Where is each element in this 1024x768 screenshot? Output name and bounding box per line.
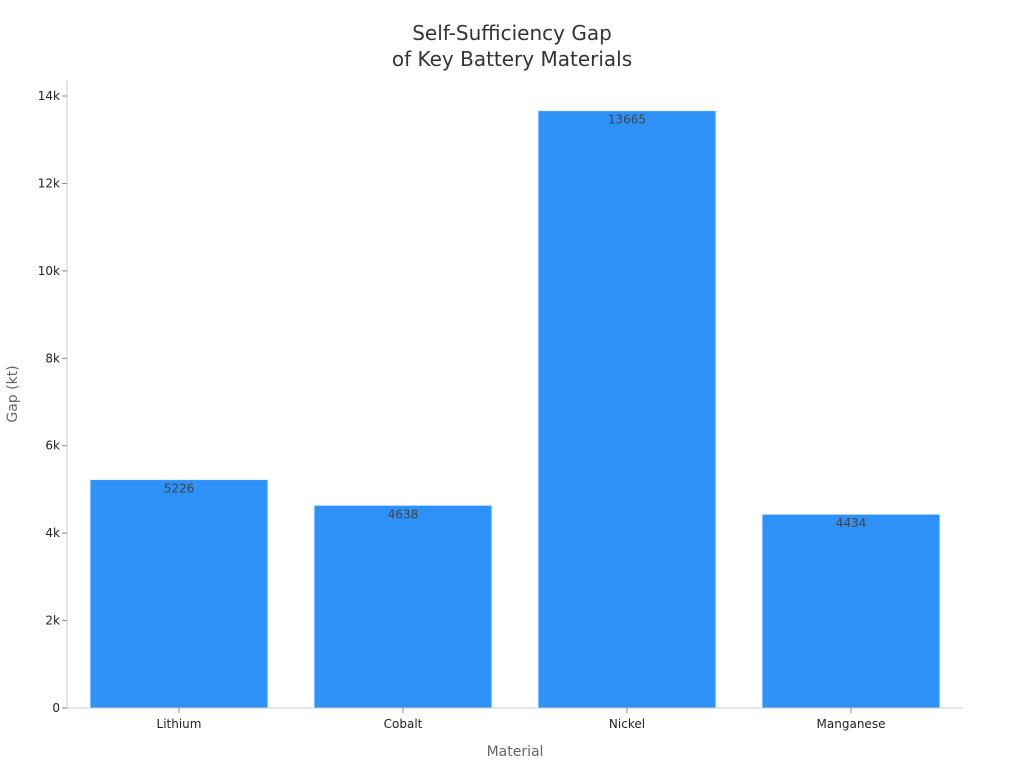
y-tick-label: 12k (38, 176, 60, 190)
y-tick-label: 2k (45, 614, 60, 628)
data-label-cobalt: 4638 (388, 507, 419, 521)
y-tick-label: 6k (45, 439, 60, 453)
bar-manganese (761, 513, 941, 709)
y-tick-label: 0 (52, 701, 60, 715)
bar-nickel (537, 110, 717, 709)
y-tick-label: 8k (45, 351, 60, 365)
x-tick-label: Cobalt (384, 717, 423, 731)
bar-lithium (89, 479, 269, 709)
chart-title-line-1: Self-Sufficiency Gap (412, 21, 612, 45)
data-label-manganese: 4434 (836, 516, 867, 530)
y-tick-label: 14k (38, 89, 60, 103)
x-axis-ticks: Lithium Cobalt Nickel Manganese (157, 708, 886, 731)
bar-cobalt (313, 504, 493, 709)
data-labels-group: 5226 4638 13665 4434 (164, 113, 867, 531)
y-axis-ticks: 0 2k 4k 6k 8k 10k 12k 14k (38, 89, 67, 715)
data-label-nickel: 13665 (608, 113, 646, 127)
data-label-lithium: 5226 (164, 482, 195, 496)
bars-group (89, 110, 941, 709)
x-tick-label: Nickel (609, 717, 645, 731)
x-axis-title: Material (487, 744, 544, 760)
y-tick-label: 10k (38, 264, 60, 278)
y-axis-title: Gap (kt) (5, 365, 21, 422)
x-tick-label: Manganese (817, 717, 886, 731)
y-tick-label: 4k (45, 526, 60, 540)
chart-title-line-2: of Key Battery Materials (391, 47, 633, 71)
chart-title: Self-Sufficiency Gap of Key Battery Mate… (0, 20, 1024, 72)
x-tick-label: Lithium (157, 717, 202, 731)
